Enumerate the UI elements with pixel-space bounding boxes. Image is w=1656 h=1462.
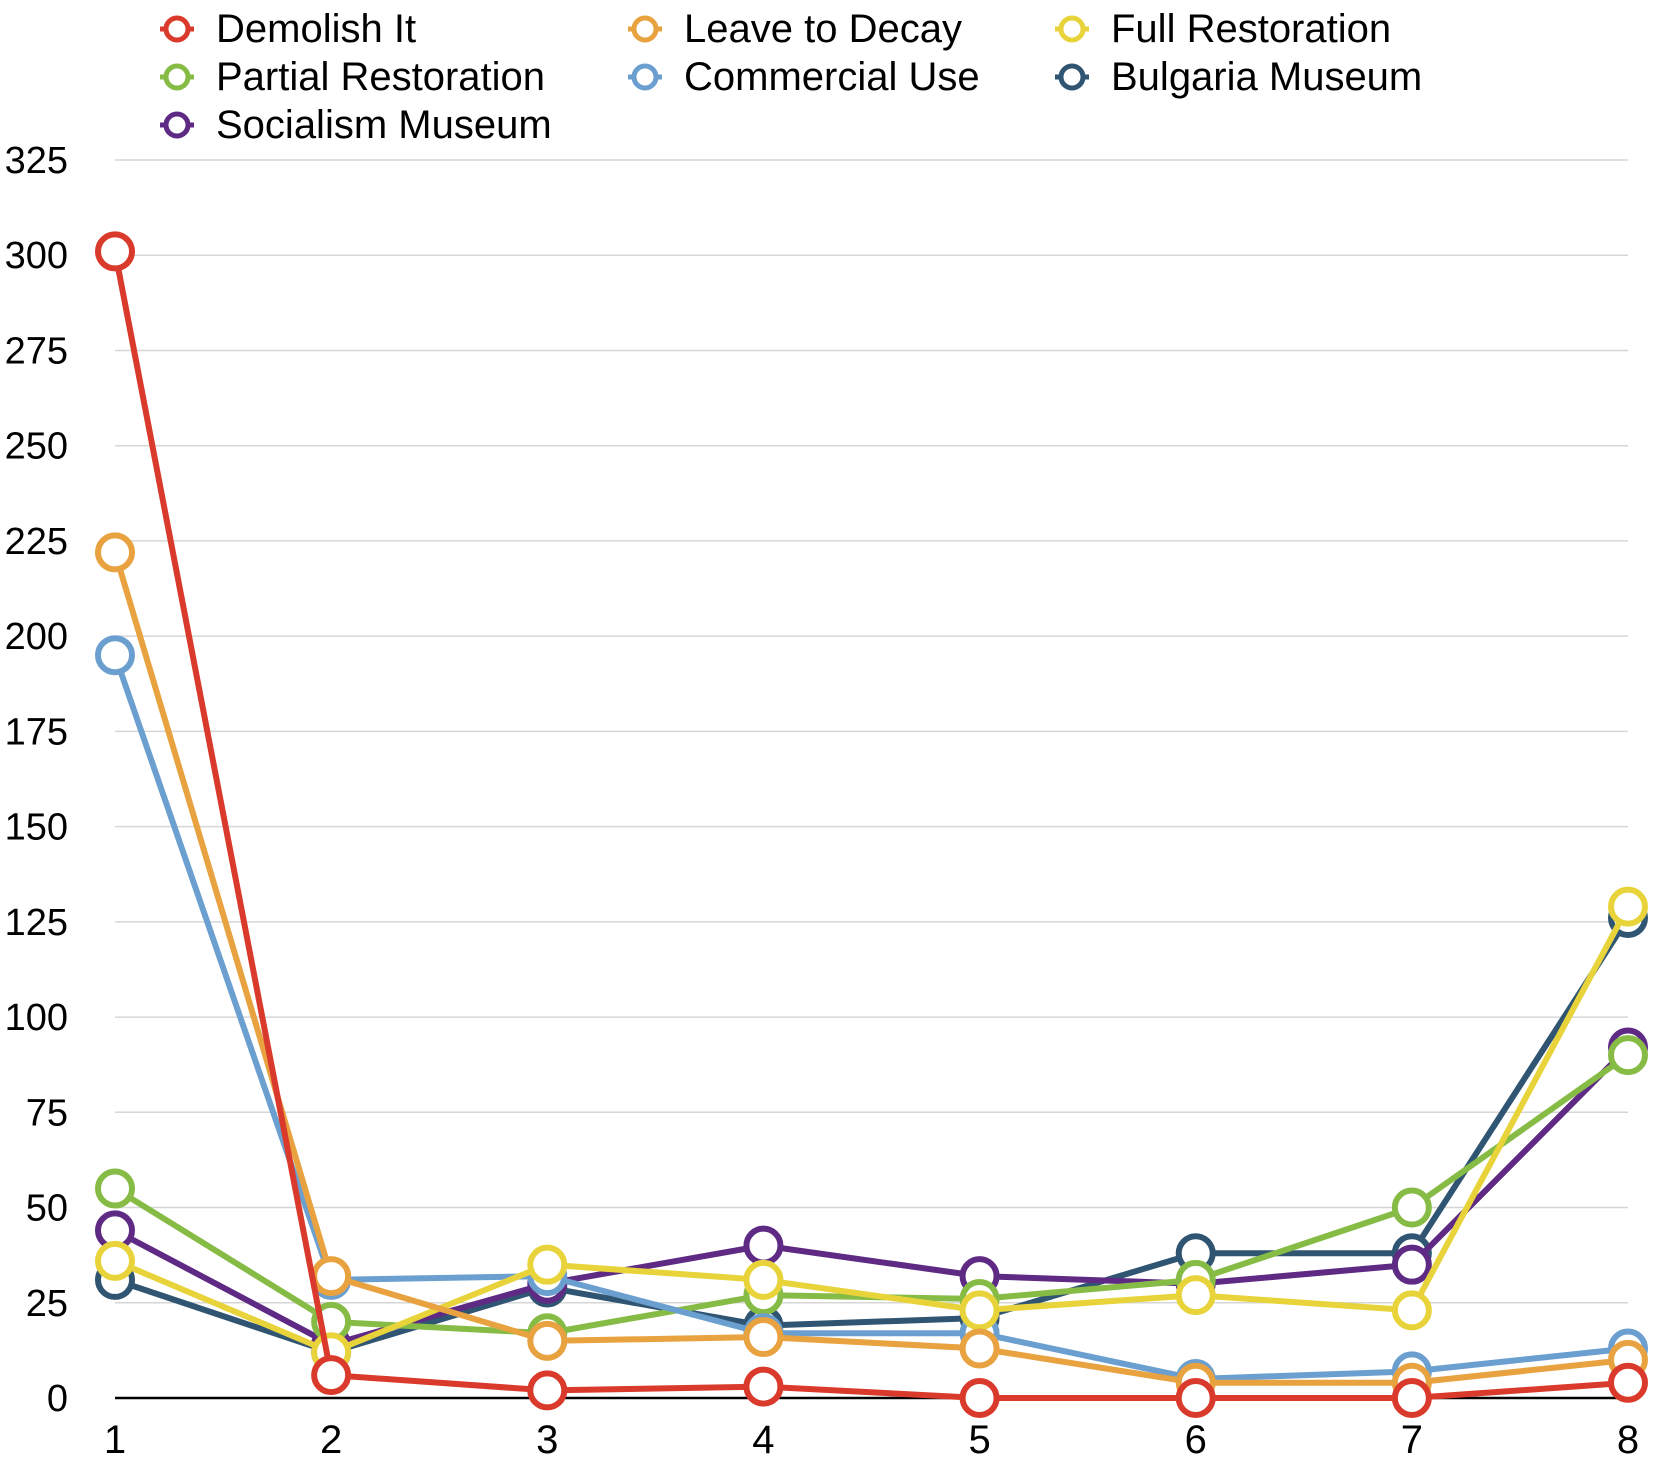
- point-full-restoration-6: [1175, 1275, 1216, 1316]
- legend-item-socialism-museum: Socialism Museum: [160, 100, 552, 150]
- legend-marker-leave-to-decay: [628, 15, 662, 43]
- legend-marker-partial-restoration: [160, 63, 194, 91]
- legend-marker-bulgaria-museum: [1055, 63, 1089, 91]
- point-full-restoration-7: [1391, 1290, 1432, 1331]
- legend-label-partial-restoration: Partial Restoration: [216, 54, 546, 99]
- legend-item-bulgaria-museum: Bulgaria Museum: [1055, 52, 1422, 102]
- point-demolish-it-3: [527, 1370, 568, 1411]
- legend-marker-full-restoration: [1055, 15, 1089, 43]
- point-partial-restoration-8: [1608, 1035, 1648, 1076]
- legend-label-demolish-it: Demolish It: [216, 6, 417, 51]
- x-tick-label: 6: [1185, 1418, 1207, 1462]
- point-full-restoration-1: [95, 1240, 135, 1281]
- series-line-commercial-use: [112, 652, 1631, 1382]
- legend-label-commercial-use: Commercial Use: [684, 54, 980, 99]
- legend-label-bulgaria-museum: Bulgaria Museum: [1111, 54, 1423, 99]
- x-axis-ticks: 1 2 3 4 5 6 7 8: [104, 1418, 1639, 1462]
- y-tick-label: 150: [5, 807, 68, 849]
- y-tick-label: 325: [5, 140, 68, 182]
- point-leave-to-decay-5: [959, 1328, 1000, 1369]
- y-tick-label: 125: [5, 902, 68, 944]
- series-demolish-it: [95, 231, 1648, 1418]
- point-demolish-it-6: [1175, 1378, 1216, 1418]
- point-full-restoration-8: [1608, 886, 1648, 927]
- point-commercial-use-1: [95, 635, 135, 676]
- legend-marker-commercial-use: [628, 63, 662, 91]
- y-tick-label: 250: [5, 426, 68, 468]
- y-tick-label: 300: [5, 235, 68, 277]
- point-demolish-it-2: [311, 1355, 352, 1396]
- legend-item-full-restoration: Full Restoration: [1055, 4, 1391, 54]
- x-tick-label: 2: [320, 1418, 342, 1462]
- y-tick-label: 100: [5, 997, 68, 1039]
- point-full-restoration-3: [527, 1244, 568, 1285]
- point-leave-to-decay-3: [527, 1320, 568, 1361]
- point-demolish-it-8: [1608, 1362, 1648, 1403]
- y-tick-label: 200: [5, 616, 68, 658]
- point-demolish-it-1: [95, 231, 135, 272]
- series-lines: [95, 231, 1648, 1418]
- series-line-bulgaria-museum: [112, 915, 1631, 1356]
- point-socialism-museum-4: [743, 1225, 784, 1266]
- legend-marker-socialism-museum: [160, 111, 194, 139]
- legend-label-full-restoration: Full Restoration: [1111, 6, 1392, 51]
- x-tick-label: 4: [752, 1418, 774, 1462]
- x-tick-label: 5: [968, 1418, 990, 1462]
- y-tick-label: 0: [47, 1378, 68, 1420]
- y-tick-label: 25: [26, 1283, 68, 1325]
- legend-item-leave-to-decay: Leave to Decay: [628, 4, 962, 54]
- y-tick-label: 50: [26, 1188, 68, 1230]
- series-line-full-restoration: [112, 903, 1631, 1356]
- point-socialism-museum-7: [1391, 1244, 1432, 1285]
- y-tick-label: 75: [26, 1092, 68, 1134]
- y-tick-label: 275: [5, 330, 68, 372]
- point-partial-restoration-1: [95, 1168, 135, 1209]
- point-full-restoration-5: [959, 1290, 1000, 1331]
- point-leave-to-decay-1: [95, 532, 135, 573]
- legend-label-leave-to-decay: Leave to Decay: [684, 6, 962, 51]
- legend-marker-demolish-it: [160, 15, 194, 43]
- point-leave-to-decay-2: [311, 1256, 352, 1297]
- y-axis-ticks: 0 25 50 75 100 125 150 175 200 225 250 275 300 325: [5, 140, 68, 1420]
- point-demolish-it-4: [743, 1366, 784, 1407]
- y-tick-label: 175: [5, 711, 68, 753]
- legend-item-partial-restoration: Partial Restoration: [160, 52, 545, 102]
- y-tick-label: 225: [5, 521, 68, 563]
- point-partial-restoration-7: [1391, 1187, 1432, 1228]
- point-demolish-it-7: [1391, 1378, 1432, 1418]
- point-leave-to-decay-4: [743, 1317, 784, 1358]
- x-tick-label: 8: [1617, 1418, 1639, 1462]
- x-tick-label: 1: [104, 1418, 126, 1462]
- legend-item-commercial-use: Commercial Use: [628, 52, 980, 102]
- legend: Demolish It Leave to Decay Full Restorat…: [160, 4, 1560, 154]
- series-line-demolish-it: [112, 248, 1631, 1401]
- point-demolish-it-5: [959, 1378, 1000, 1418]
- series-line-leave-to-decay: [112, 549, 1631, 1386]
- legend-label-socialism-museum: Socialism Museum: [216, 102, 552, 147]
- x-tick-label: 7: [1401, 1418, 1423, 1462]
- series-leave-to-decay: [95, 532, 1648, 1403]
- x-tick-label: 3: [536, 1418, 558, 1462]
- point-full-restoration-4: [743, 1259, 784, 1300]
- legend-item-demolish-it: Demolish It: [160, 4, 416, 54]
